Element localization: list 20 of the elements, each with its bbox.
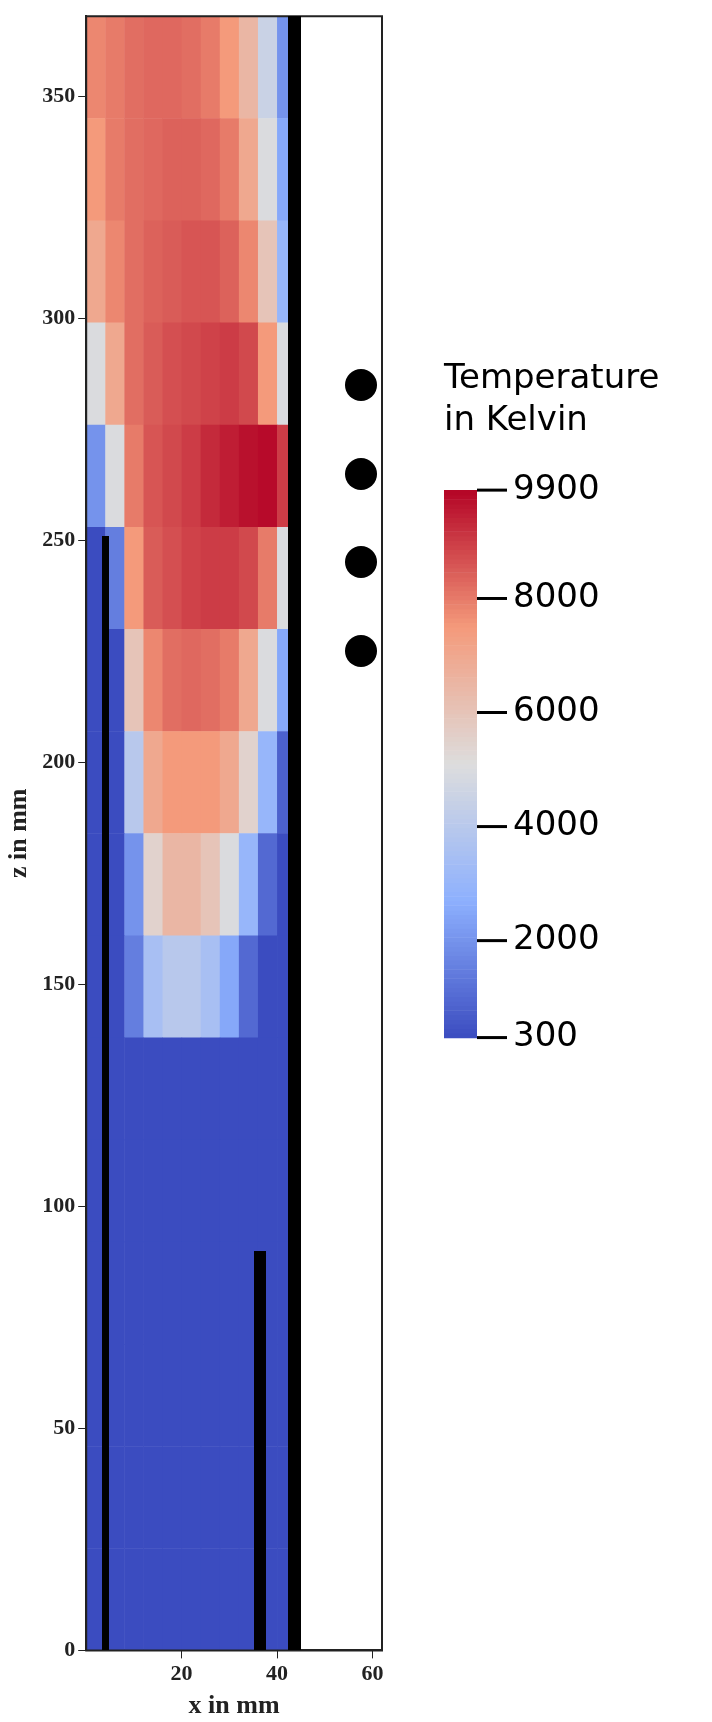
color-bar-label: 9900	[513, 466, 600, 507]
y-tick-label: 350	[42, 81, 76, 107]
color-bar-label: 8000	[513, 575, 600, 616]
y-tick-label: 150	[42, 969, 76, 995]
y-axis-title: z in mm	[3, 788, 33, 879]
color-bar-label: 300	[513, 1014, 578, 1055]
x-tick-label: 40	[266, 1660, 289, 1686]
y-tick-label: 0	[64, 1636, 76, 1662]
color-bar-label: 4000	[513, 803, 600, 844]
x-tick-label: 20	[170, 1660, 193, 1686]
y-tick-label: 100	[42, 1192, 76, 1218]
y-tick-label: 300	[42, 303, 76, 329]
color-bar-title: Temperature in Kelvin	[443, 356, 660, 439]
x-tick-label: 60	[361, 1660, 384, 1686]
color-bar-label: 6000	[513, 689, 600, 730]
y-tick-label: 250	[42, 525, 76, 551]
color-bar-label: 2000	[513, 917, 600, 958]
x-axis-title: x in mm	[188, 1690, 280, 1720]
y-tick-label: 50	[53, 1414, 76, 1440]
y-tick-label: 200	[42, 747, 76, 773]
